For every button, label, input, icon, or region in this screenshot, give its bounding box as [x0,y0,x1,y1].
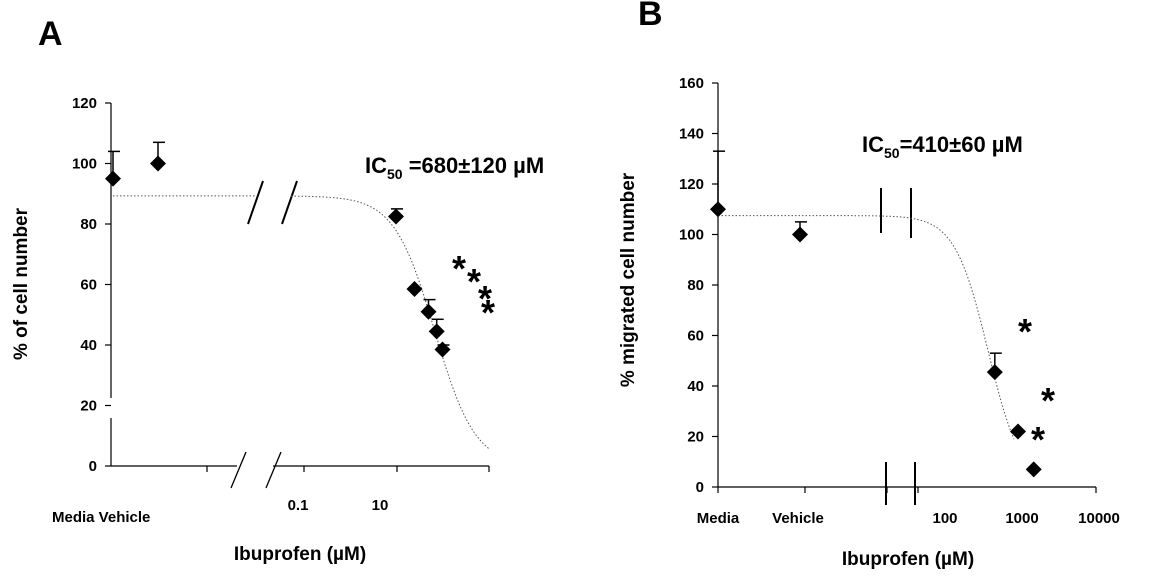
x-axis-title-a: Ibuprofen (µM) [234,544,366,565]
x-axis-break-left-a [230,451,247,489]
data-point-a-0 [105,170,121,187]
significance-star-b-3: * [1041,380,1055,421]
fit-curve-b [718,215,1015,440]
significance-star-a-6: * [481,292,495,333]
y-tick-label-b-4: 80 [687,277,704,294]
panel-b: B 0 20 40 60 80 100 120 140 160 Media Vehicle 10… [618,0,1120,570]
y-axis-title-a: % of cell number [11,207,32,360]
plot-break-left-a [247,180,264,225]
significance-star-a-5: * [478,278,492,319]
data-point-a-4 [420,303,437,320]
y-tick-label-b-0: 0 [696,479,704,496]
data-point-b-3 [1010,423,1026,440]
ic50-annotation-b: IC50=410±60 µM [862,132,1023,161]
x-tick-label-b-2: 10000 [1078,510,1120,527]
significance-star-a-3: * [452,248,466,289]
panel-letter-b: B [638,0,663,33]
category-label-vehicle-b: Vehicle [772,510,824,527]
y-tick-label-b-2: 40 [687,378,704,395]
y-axis-a: 0 20 40 60 80 100 120 [72,95,112,475]
data-point-a-2 [388,208,404,225]
panel-letter-a: A [38,15,63,53]
y-tick-label-b-7: 140 [679,126,704,143]
data-point-b-0 [710,201,726,218]
x-tick-label-b-1: 1000 [1005,510,1038,527]
ic50-annotation-a: IC50 =680±120 µM [365,153,544,182]
category-labels-a: Media Vehicle [52,509,150,526]
data-point-b-1 [792,226,808,243]
fit-curve-a [113,195,490,450]
y-tick-label-b-1: 20 [687,429,704,446]
x-axis-break-right-a [265,451,282,489]
y-axis-title-b: % migrated cell number [618,172,639,387]
x-axis-a [111,180,490,489]
plot-area-b: *** [710,150,1055,478]
y-axis-b: 0 20 40 60 80 100 120 140 160 [679,75,719,496]
y-tick-label-a-5: 100 [72,156,97,173]
y-tick-label-a-2: 40 [80,337,97,354]
y-tick-label-a-3: 60 [80,277,97,294]
data-point-a-3 [406,281,423,298]
category-label-media-b: Media [697,510,740,527]
significance-star-b-2: * [1018,311,1032,352]
significance-star-b-4: * [1031,419,1045,460]
y-tick-label-b-3: 60 [687,328,704,345]
x-tick-label-a-1: 10 [372,497,389,514]
plot-area-a: * *** [105,141,495,450]
y-tick-label-b-8: 160 [679,75,704,92]
plot-break-right-a [281,180,298,225]
x-axis-title-b: Ibuprofen (µM) [842,549,974,570]
significance-star-a-4: * [467,261,481,302]
y-tick-label-a-6: 120 [72,95,97,112]
data-point-a-6 [434,341,451,358]
y-tick-label-b-6: 120 [679,176,704,193]
data-point-a-5 [428,323,445,340]
x-tick-label-b-0: 100 [932,510,957,527]
data-point-a-1 [150,155,166,172]
y-tick-label-a-4: 80 [80,216,97,233]
data-point-b-4 [1025,461,1042,478]
x-tick-label-a-0: 0.1 [288,497,309,514]
y-tick-label-a-1: 20 [80,398,97,415]
y-tick-label-b-5: 100 [679,227,704,244]
x-axis-b [717,188,1097,505]
y-tick-label-a-0: 0 [89,458,97,475]
data-point-b-2 [986,364,1003,381]
panel-a: A 0 20 40 60 80 100 120 Media Vehicle 0.1 10 I… [11,15,544,565]
